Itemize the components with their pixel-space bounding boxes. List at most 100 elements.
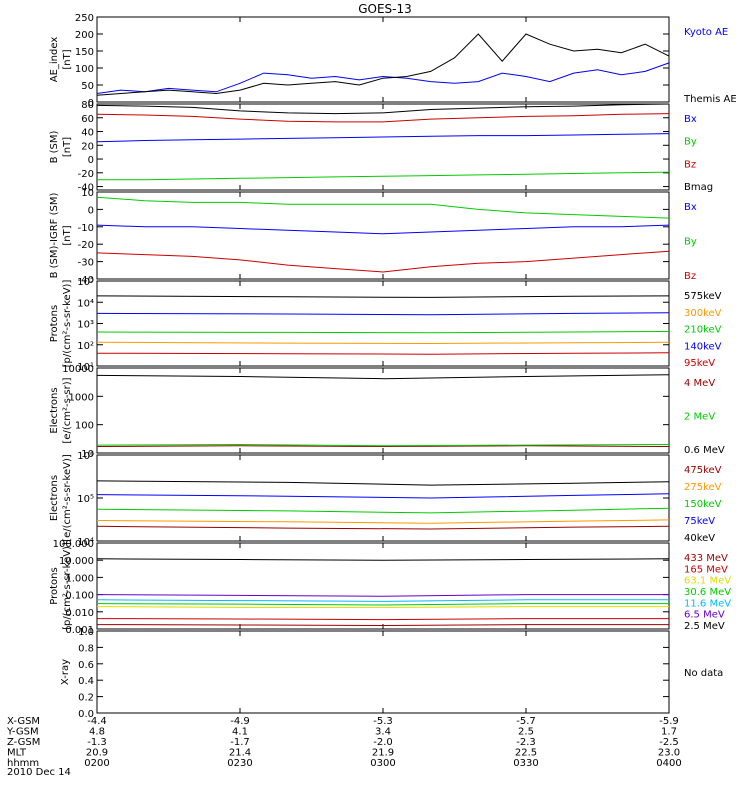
x-axis-value: 0300	[370, 758, 395, 769]
panel-electrons_lo: 10⁴ 10⁵ 10⁶ Electrons [e/(cm²-s-sr-keV)] 475k…	[49, 451, 722, 548]
legend-entry: 0.6 MeV	[684, 445, 725, 456]
legend-entry: 30.6 MeV	[684, 587, 731, 598]
y-tick-label: 0.010	[65, 608, 94, 619]
y-tick-label: 10⁴	[77, 298, 94, 309]
x-axis-value: 3.4	[375, 727, 391, 738]
x-axis-row-label: MLT	[7, 748, 27, 759]
legend-entry: By	[684, 237, 697, 248]
series-line-bx	[96, 224, 670, 235]
y-axis-label: [e/(cm²-s-sr-keV)]	[62, 454, 73, 542]
y-tick-label: 20	[81, 141, 94, 152]
y-tick-label: 40	[81, 128, 94, 139]
series-line-2.5-mev	[96, 558, 670, 561]
y-tick-label: 60	[81, 114, 94, 125]
panel-electrons_hi: 10 100 1000 10000 Electrons [e/(cm²-s-sr)] 4 M…	[49, 364, 725, 460]
y-tick-label: 0.0	[78, 709, 94, 720]
legend-entry: 6.5 MeV	[684, 610, 725, 621]
series-line-kyoto-ae	[96, 62, 670, 94]
x-axis-value: 22.5	[515, 748, 537, 759]
series-line-210kev	[96, 331, 670, 334]
y-tick-label: 10³	[77, 320, 94, 331]
y-tick-label: 10⁴	[77, 537, 94, 548]
x-axis-value: 4.1	[232, 727, 248, 738]
x-axis-row-label: X-GSM	[7, 716, 40, 727]
series-line-150kev	[96, 507, 670, 514]
panel-protons_hi: 0.001 0.010 0.100 1.000 10.000 100.000 Protons…	[49, 539, 731, 636]
legend-entry: 300keV	[684, 308, 722, 319]
legend-entry: 75keV	[684, 516, 715, 527]
series-line-bmag	[96, 103, 670, 115]
x-axis-value: 0330	[513, 758, 538, 769]
series-line-6.5-mev	[96, 594, 669, 597]
legend-entry: 63.1 MeV	[684, 576, 731, 587]
series-line-30.6-mev	[96, 603, 669, 606]
series-line-275kev	[96, 519, 670, 524]
legend-entry: Bx	[684, 202, 697, 213]
series-line-by	[96, 196, 670, 219]
y-axis-label: [nT]	[62, 137, 73, 157]
x-axis-value: 0200	[84, 758, 109, 769]
x-axis-value: -2.0	[373, 737, 393, 748]
y-axis-label: AE_index	[49, 37, 60, 83]
x-axis-value: -5.3	[373, 716, 393, 727]
legend-entry: Bz	[684, 271, 696, 282]
y-tick-label: 0.8	[78, 643, 94, 654]
legend-entry: Bz	[684, 159, 696, 170]
series-line-475kev	[96, 525, 670, 530]
x-axis-value: -1.3	[87, 737, 107, 748]
series-line-bz	[96, 113, 670, 123]
x-axis-value: 4.8	[89, 727, 105, 738]
y-tick-label: 0.100	[65, 591, 94, 602]
series-line-433-mev	[96, 624, 669, 627]
legend-entry: 575keV	[684, 291, 722, 302]
y-tick-label: 150	[75, 47, 94, 58]
series-line-0.6-mev	[96, 374, 670, 380]
y-tick-label: 0	[88, 155, 94, 166]
legend-entry: Bmag	[684, 182, 713, 193]
series-line-300kev	[96, 341, 670, 345]
legend-entry: 11.6 MeV	[684, 598, 731, 609]
y-tick-label: -40	[78, 275, 94, 286]
legend-entry: 210keV	[684, 325, 722, 336]
legend-entry: Kyoto AE	[684, 27, 728, 38]
y-axis-label: [p/(cm²-s-sr-keV)]	[62, 280, 73, 368]
legend-entry: 275keV	[684, 482, 722, 493]
y-tick-label: 10¹	[77, 362, 94, 373]
panel-bsm: -40 -20 0 20 40 60 80 B (SM) [nT] Bx By Bz Bmag	[49, 100, 713, 194]
legend-entry: 95keV	[684, 358, 715, 369]
series-line-bx	[96, 133, 670, 143]
y-tick-label: 0.2	[78, 693, 94, 704]
y-tick-label: 1.0	[78, 627, 94, 638]
x-axis-row-label: Z-GSM	[7, 737, 40, 748]
legend-entry: By	[684, 137, 697, 148]
series-line-75kev	[96, 493, 670, 499]
y-tick-label: -30	[78, 258, 94, 269]
y-axis-label: B (SM)-IGRF (SM)	[49, 193, 60, 279]
series-line-140kev	[96, 312, 670, 316]
y-tick-label: 10⁵	[77, 494, 94, 505]
y-tick-label: 1.000	[65, 573, 94, 584]
y-axis-label: [p/(cm²-s-sr-keV)]	[62, 542, 73, 630]
series-line-63.1-mev	[96, 606, 669, 608]
legend-entry: 2 MeV	[684, 412, 715, 423]
y-axis-label: B (SM)	[49, 130, 60, 163]
series-line-165-mev	[96, 618, 669, 621]
y-tick-label: 10	[81, 188, 94, 199]
x-axis-value: -4.9	[230, 716, 250, 727]
y-tick-label: 10²	[77, 341, 94, 352]
series-line-bz	[96, 250, 670, 273]
y-axis-label: Protons	[49, 567, 60, 604]
series-line-575kev	[96, 295, 670, 298]
y-tick-label: 0	[88, 205, 94, 216]
y-tick-label: 0.4	[78, 676, 94, 687]
legend-entry: 433 MeV	[684, 553, 728, 564]
series-line-95kev	[96, 352, 670, 355]
x-axis-value: -1.7	[230, 737, 250, 748]
y-tick-label: 0	[88, 98, 94, 109]
panel-protons_lo: 10¹ 10² 10³ 10⁴ 10⁵ Protons [p/(cm²-s-sr-keV)]…	[49, 277, 722, 373]
y-axis-label: Electrons	[49, 475, 60, 521]
y-tick-label: 10⁶	[77, 451, 94, 462]
x-axis-value: 20.9	[86, 748, 108, 759]
legend-entry: Themis AE	[683, 94, 737, 105]
legend-entry: 140keV	[684, 341, 722, 352]
